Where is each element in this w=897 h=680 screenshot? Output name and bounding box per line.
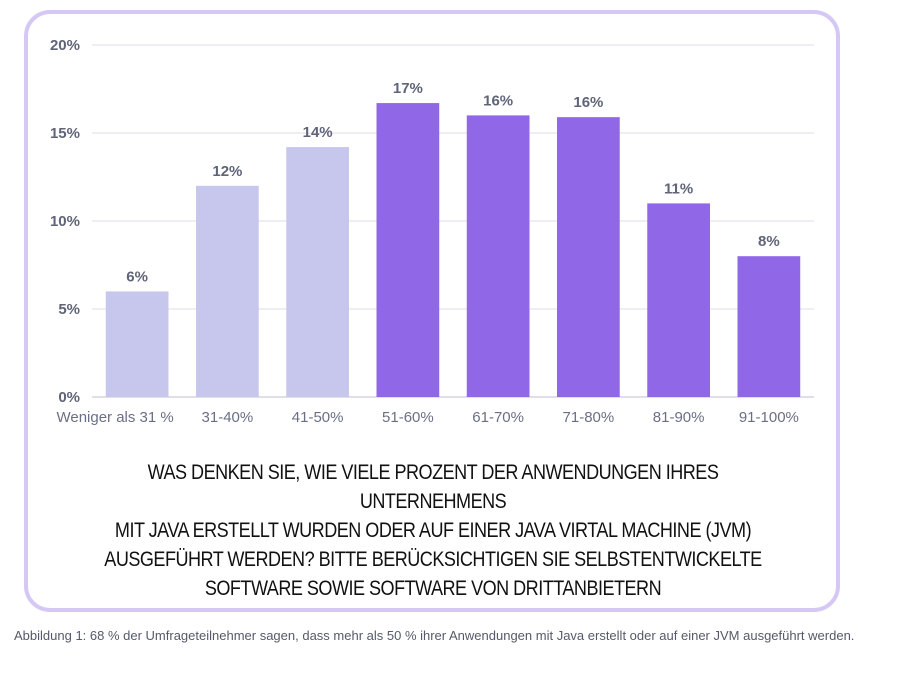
x-category-label: 31-40% <box>202 409 254 426</box>
data-label: 16% <box>573 94 603 111</box>
y-tick-label: 5% <box>58 301 80 318</box>
figure-caption: Abbildung 1: 68 % der Umfrageteilnehmer … <box>14 628 855 643</box>
bar <box>286 147 349 397</box>
bar <box>376 103 440 397</box>
bar <box>105 291 169 397</box>
y-tick-label: 15% <box>50 125 80 142</box>
data-label: 11% <box>664 180 693 197</box>
x-axis-categories: Weniger als 31 % 31-40% 41-50% 51-60% 61-70%… <box>56 409 798 426</box>
y-tick-label: 20% <box>50 37 80 54</box>
bar <box>196 185 259 397</box>
question-line: MIT JAVA ERSTELLT WURDEN ODER AUF EINER … <box>114 519 752 542</box>
data-label: 6% <box>126 268 148 285</box>
data-label: 14% <box>303 124 333 141</box>
bar <box>647 203 710 397</box>
question-line: AUSGEFÜHRT WERDEN? BITTE BERÜCKSICHTIGEN… <box>104 548 762 571</box>
x-category-label: 51-60% <box>382 409 434 426</box>
x-category-label: 81-90% <box>653 409 705 426</box>
bar <box>557 117 620 397</box>
x-category-label: 61-70% <box>472 409 524 426</box>
bar <box>466 115 530 398</box>
data-label: 12% <box>212 163 242 180</box>
data-label: 17% <box>393 80 423 97</box>
y-tick-label: 0% <box>58 389 80 406</box>
bar <box>737 256 801 397</box>
x-category-label: Weniger als 31 % <box>56 409 173 426</box>
bar-chart: 0% 5% 10% 15% 20% 6% 12% 14% 17% 16% 16% 11% 8% Wen… <box>50 37 814 426</box>
x-category-label: 41-50% <box>292 409 344 426</box>
x-category-label: 91-100% <box>739 409 799 426</box>
x-category-label: 71-80% <box>563 409 615 426</box>
data-label: 16% <box>483 92 513 109</box>
data-label: 8% <box>758 233 780 250</box>
survey-question: WAS DENKEN SIE, WIE VIELE PROZENT DER AN… <box>86 458 779 603</box>
y-tick-label: 10% <box>50 213 80 230</box>
question-line: SOFTWARE SOWIE SOFTWARE VON DRITTANBIETE… <box>204 577 662 600</box>
bars <box>105 103 801 398</box>
data-labels: 6% 12% 14% 17% 16% 16% 11% 8% <box>126 80 779 285</box>
y-axis-ticks: 0% 5% 10% 15% 20% <box>50 37 80 406</box>
question-line: WAS DENKEN SIE, WIE VIELE PROZENT DER AN… <box>147 461 719 513</box>
